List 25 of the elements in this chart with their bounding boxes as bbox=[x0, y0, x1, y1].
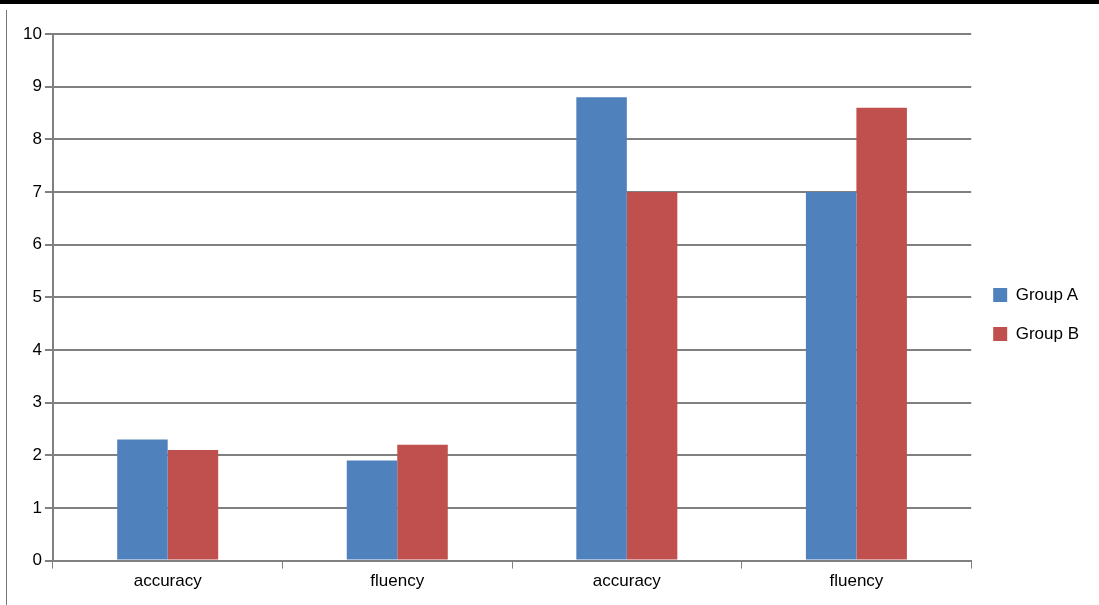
y-tick-label: 8 bbox=[32, 129, 42, 149]
y-tick-label: 0 bbox=[32, 550, 42, 570]
bar bbox=[576, 97, 627, 560]
bar bbox=[346, 460, 398, 560]
y-tick-label: 5 bbox=[32, 286, 42, 306]
y-tick-label: 10 bbox=[22, 23, 42, 43]
x-tick-label: accuracy bbox=[133, 571, 203, 591]
bar bbox=[397, 444, 448, 560]
bar bbox=[805, 191, 857, 560]
y-tick-label: 9 bbox=[32, 76, 42, 96]
x-tick-label: accuracy bbox=[592, 571, 662, 591]
y-tick-label: 4 bbox=[32, 339, 42, 359]
y-tick-label: 1 bbox=[32, 497, 42, 517]
y-tick-label: 7 bbox=[32, 181, 42, 201]
y-tick-label: 3 bbox=[32, 392, 42, 412]
x-tick-label: fluency bbox=[370, 571, 425, 591]
bar bbox=[167, 450, 219, 560]
bar bbox=[117, 439, 168, 560]
bar bbox=[856, 107, 907, 560]
y-tick-label: 6 bbox=[32, 234, 42, 254]
legend-label: Group A bbox=[1015, 284, 1079, 304]
bar bbox=[626, 191, 678, 560]
y-tick-label: 2 bbox=[32, 444, 42, 464]
x-tick-label: fluency bbox=[829, 571, 884, 591]
legend-label: Group B bbox=[1015, 323, 1079, 343]
